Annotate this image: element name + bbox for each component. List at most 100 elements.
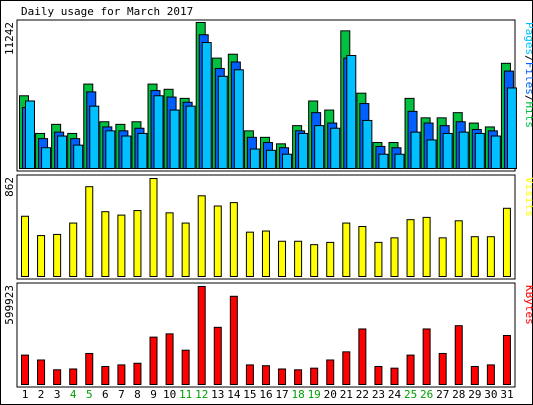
kbytes-bar: [85, 352, 94, 385]
pages-bar: [233, 69, 244, 169]
pages-bar: [458, 131, 469, 170]
x-tick-label: 29: [468, 388, 481, 401]
right-axis-label: Pages/Files/Hits: [523, 22, 533, 128]
visits-bar: [502, 207, 511, 277]
x-tick-label: 18: [292, 388, 305, 401]
kbytes-bar: [69, 368, 78, 386]
x-tick-label: 30: [484, 388, 497, 401]
visits-bar: [133, 210, 142, 277]
right-label-part: /: [523, 55, 533, 62]
kbytes-bar: [502, 334, 511, 386]
kbytes-bar: [294, 369, 303, 386]
visits-bar: [165, 212, 174, 277]
pages-bar: [25, 100, 35, 169]
visits-bar: [342, 222, 351, 278]
pages-bar: [201, 42, 212, 170]
kbytes-bar: [454, 325, 463, 385]
visits-bar: [390, 237, 399, 277]
visits-bar: [101, 211, 110, 278]
chart-panels: 11242Pages/Files/Hits862Visits599923KByt…: [3, 19, 533, 388]
pages-bar: [137, 132, 148, 169]
pages-bar: [346, 55, 357, 169]
visits-bar: [406, 219, 415, 278]
x-tick-label: 14: [227, 388, 241, 401]
x-tick-label: 25: [404, 388, 417, 401]
kbytes-bar: [470, 366, 479, 386]
right-axis-label: Visits: [523, 177, 533, 217]
kbytes-bar: [53, 369, 62, 386]
pages-bar: [249, 148, 260, 170]
y-max-label: 599923: [3, 285, 16, 325]
pages-bar: [217, 75, 228, 169]
chart-title: Daily usage for March 2017: [21, 5, 193, 18]
x-tick-label: 3: [54, 388, 61, 401]
kbytes-bar: [133, 362, 142, 386]
kbytes-bar: [37, 359, 46, 386]
pages-bar: [394, 153, 405, 169]
x-tick-label: 9: [150, 388, 157, 401]
y-max-label: 11242: [3, 22, 16, 55]
pages-bar: [426, 139, 437, 170]
pages-bar: [282, 153, 293, 169]
visits-bar: [53, 233, 62, 277]
x-axis-day-labels: 1 2 3 4 5 6 7 8 9 10 11 12 13 14 15 16 17 18 19 20 21 22 23 24 2…: [22, 388, 514, 401]
pages-bar: [185, 105, 196, 169]
x-tick-label: 31: [500, 388, 513, 401]
pages-bar: [410, 131, 421, 170]
pages-bar: [330, 127, 341, 170]
y-max-label: 862: [3, 177, 16, 197]
pages-bar: [298, 132, 309, 169]
pages-bar: [73, 144, 84, 170]
right-label-part: /: [523, 95, 533, 102]
right-label-part: Files: [523, 62, 533, 95]
visits-bar: [21, 215, 29, 277]
pages-bar: [169, 109, 180, 169]
x-tick-label: 10: [163, 388, 176, 401]
kbytes-bar: [181, 349, 190, 385]
right-label-part: Hits: [523, 102, 533, 129]
x-tick-label: 8: [134, 388, 141, 401]
x-tick-label: 27: [436, 388, 449, 401]
kbytes-bar: [21, 354, 29, 385]
x-tick-label: 28: [452, 388, 465, 401]
pages-bar: [265, 149, 276, 169]
kbytes-bar: [390, 367, 399, 386]
kbytes-bar: [261, 365, 270, 386]
kbytes-bar: [149, 336, 158, 386]
visits-bar: [37, 235, 46, 278]
kbytes-bar: [101, 366, 110, 386]
x-tick-label: 21: [340, 388, 353, 401]
kbytes-bar: [438, 352, 447, 385]
x-tick-label: 6: [102, 388, 109, 401]
kbytes-bar: [406, 354, 415, 385]
pages-bar: [89, 105, 100, 169]
x-tick-label: 13: [211, 388, 224, 401]
visits-bar: [486, 236, 495, 277]
pages-bar: [506, 87, 517, 169]
pages-bar: [362, 119, 373, 169]
kbytes-bar: [165, 333, 174, 385]
visits-bar: [181, 222, 190, 278]
x-tick-label: 23: [372, 388, 385, 401]
pages-bar: [474, 132, 485, 169]
visits-bar: [310, 244, 319, 277]
x-tick-label: 16: [259, 388, 272, 401]
x-tick-label: 7: [118, 388, 125, 401]
x-tick-label: 20: [324, 388, 337, 401]
visits-bar: [470, 236, 479, 277]
pages-bar: [57, 135, 68, 170]
visits-bar: [326, 241, 335, 277]
x-tick-label: 24: [388, 388, 402, 401]
x-tick-label: 12: [195, 388, 208, 401]
visits-bar: [438, 237, 447, 277]
kbytes-bar: [117, 364, 126, 386]
x-tick-label: 17: [275, 388, 288, 401]
x-tick-label: 4: [70, 388, 77, 401]
kbytes-bar: [326, 359, 335, 386]
pages-bar: [378, 153, 389, 169]
visits-bar: [261, 230, 270, 278]
visits-bar: [278, 240, 287, 277]
right-label-part: Pages: [523, 22, 533, 55]
